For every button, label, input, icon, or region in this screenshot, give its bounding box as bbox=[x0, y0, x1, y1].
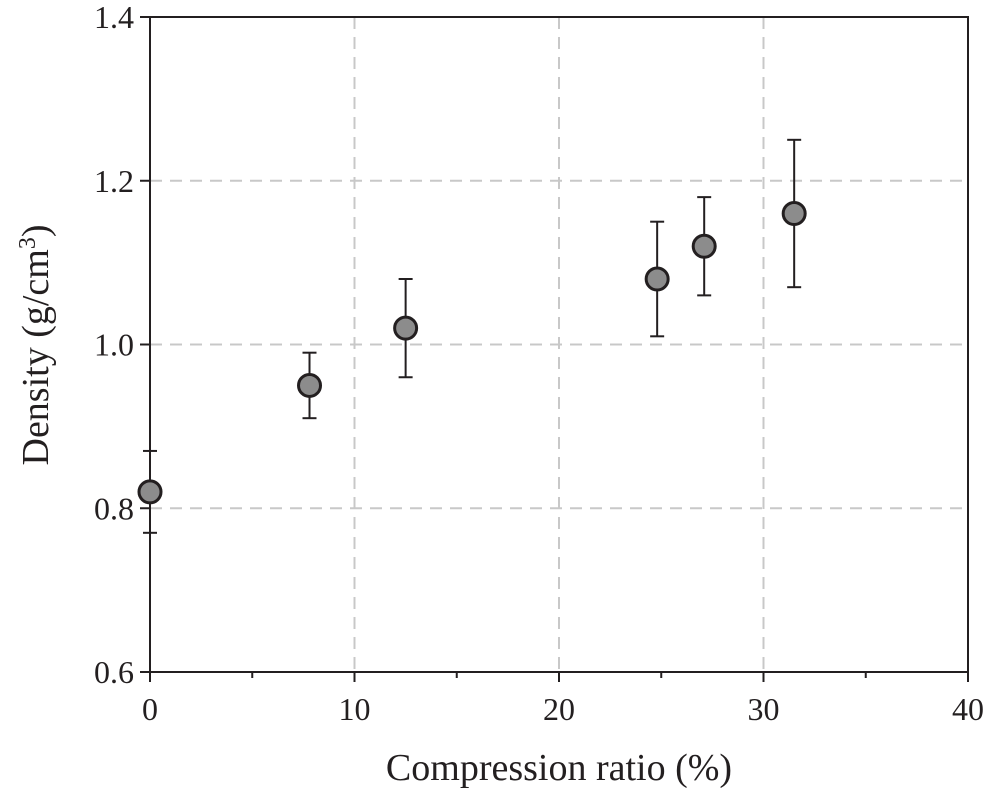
y-tick-label: 0.6 bbox=[94, 654, 134, 690]
x-tick-label: 10 bbox=[339, 691, 371, 727]
y-tick-label: 1.0 bbox=[94, 327, 134, 363]
axis-layer: 0 10 20 30 40 0.6 0.8 1.0 1.2 1.4 bbox=[94, 0, 984, 727]
data-point bbox=[137, 479, 163, 505]
y-tick-label: 1.2 bbox=[94, 163, 134, 199]
y-tick-label: 0.8 bbox=[94, 490, 134, 526]
error-bars bbox=[143, 138, 802, 534]
data-points bbox=[137, 201, 807, 505]
data-point bbox=[644, 266, 670, 292]
x-tick-label: 40 bbox=[952, 691, 984, 727]
y-tick-label: 1.4 bbox=[94, 0, 134, 35]
y-axis-label-superscript: 3 bbox=[15, 237, 41, 249]
data-point bbox=[393, 315, 419, 341]
x-tick-label: 0 bbox=[142, 691, 158, 727]
y-axis-label-main: Density (g/cm bbox=[15, 249, 57, 465]
data-point bbox=[691, 233, 717, 259]
x-axis-label: Compression ratio (%) bbox=[386, 747, 732, 788]
x-tick-label: 20 bbox=[543, 691, 575, 727]
x-tick-label: 30 bbox=[748, 691, 780, 727]
y-axis-label: Density (g/cm3) bbox=[15, 224, 57, 465]
data-point bbox=[781, 201, 807, 226]
grid-layer bbox=[150, 17, 968, 672]
axis-labels: Compression ratio (%) Density (g/cm3) bbox=[15, 224, 732, 789]
y-axis-label-tail: ) bbox=[15, 224, 57, 237]
data-point bbox=[297, 372, 323, 398]
